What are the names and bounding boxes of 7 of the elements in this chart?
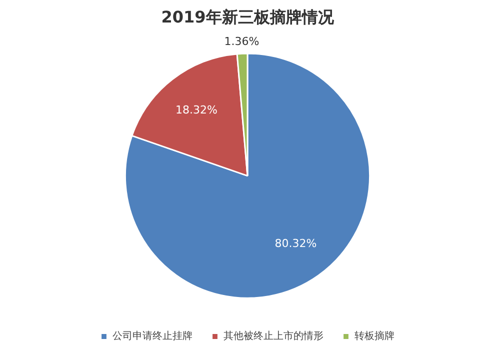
data-label: 1.36% bbox=[224, 34, 260, 48]
data-label: 18.32% bbox=[175, 104, 218, 117]
data-label: 80.32% bbox=[274, 237, 317, 250]
chart-title: 2019年新三板摘牌情况 bbox=[161, 8, 335, 26]
legend-label: 公司申请终止挂牌 bbox=[112, 330, 192, 343]
legend-label: 其他被终止上市的情形 bbox=[224, 330, 324, 343]
legend-label: 转板摘牌 bbox=[354, 330, 394, 343]
